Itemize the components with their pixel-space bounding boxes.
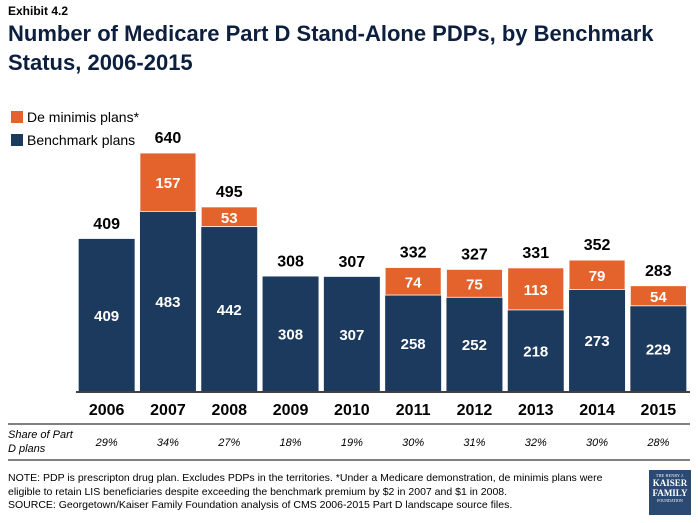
total-label: 409 <box>93 216 120 233</box>
x-tick-label: 2014 <box>579 402 615 419</box>
share-value: 31% <box>463 437 485 449</box>
share-value: 30% <box>586 437 608 449</box>
bar-benchmark <box>507 309 564 391</box>
value-label-deminimis: 54 <box>650 289 667 306</box>
total-label: 308 <box>277 253 304 270</box>
x-tick-label: 2011 <box>396 402 431 419</box>
bar-benchmark <box>78 238 135 391</box>
value-label-benchmark: 409 <box>94 308 119 325</box>
share-value: 19% <box>341 437 363 449</box>
source-text: SOURCE: Georgetown/Kaiser Family Foundat… <box>8 499 513 511</box>
share-value: 30% <box>402 437 424 449</box>
value-label-benchmark: 258 <box>401 336 426 353</box>
total-label: 283 <box>645 263 672 280</box>
total-label: 640 <box>155 130 182 147</box>
value-label-deminimis: 113 <box>524 282 548 299</box>
value-label-deminimis: 74 <box>405 274 422 291</box>
value-label-deminimis: 53 <box>221 210 238 227</box>
legend-swatch-deminimis <box>11 111 23 123</box>
logo-line4: FOUNDATION <box>657 498 683 503</box>
total-label: 495 <box>216 184 243 201</box>
legend-label-benchmark: Benchmark plans <box>27 132 135 148</box>
value-label-benchmark: 442 <box>217 302 242 319</box>
bar-benchmark <box>569 289 626 391</box>
value-label-benchmark: 307 <box>339 327 364 344</box>
bar-deminimis <box>629 285 687 307</box>
total-label: 327 <box>461 246 488 263</box>
logo-line3: FAMILY <box>652 488 688 498</box>
bar-deminimis <box>446 268 503 298</box>
bar-deminimis <box>568 259 626 290</box>
x-tick-label: 2009 <box>273 402 309 419</box>
x-tick-label: 2010 <box>334 402 370 419</box>
logo-line1: THE HENRY J. <box>655 473 685 478</box>
value-label-deminimis: 79 <box>589 268 606 285</box>
bar-benchmark <box>630 305 687 391</box>
bar-benchmark <box>139 211 196 391</box>
x-tick-label: 2013 <box>518 402 554 419</box>
share-value: 34% <box>157 437 179 449</box>
bar-deminimis <box>139 152 197 212</box>
value-label-deminimis: 157 <box>155 175 180 192</box>
share-value: 18% <box>280 437 302 449</box>
bar-benchmark <box>262 276 319 391</box>
kff-logo: THE HENRY J. KAISER FAMILY FOUNDATION <box>649 470 691 515</box>
bar-benchmark <box>385 295 442 391</box>
share-value: 27% <box>217 437 240 449</box>
total-label: 331 <box>522 245 549 262</box>
share-value: 29% <box>95 437 118 449</box>
bar-benchmark <box>446 297 503 391</box>
x-tick-label: 2006 <box>89 402 125 419</box>
legend-swatch-benchmark <box>11 134 23 146</box>
chart-canvas: De minimis plans* Benchmark plans 409 409 20… <box>8 109 690 461</box>
share-row-label: Share of Part D plans <box>8 429 73 455</box>
chart-title: Number of Medicare Part D Stand-Alone PD… <box>8 21 654 75</box>
exhibit-label: Exhibit 4.2 <box>8 4 69 18</box>
bar-deminimis <box>200 206 258 228</box>
footnote: NOTE: PDP is prescripton drug plan. Excl… <box>8 472 628 513</box>
value-label-benchmark: 273 <box>585 333 610 350</box>
total-label: 352 <box>584 237 611 254</box>
x-tick-label: 2015 <box>641 402 677 419</box>
value-label-benchmark: 218 <box>523 343 548 360</box>
note-text: NOTE: PDP is prescripton drug plan. Excl… <box>8 472 603 498</box>
legend-label-deminimis: De minimis plans* <box>27 109 140 125</box>
value-label-benchmark: 229 <box>646 341 671 358</box>
total-label: 307 <box>338 254 365 271</box>
total-label: 332 <box>400 245 427 262</box>
value-label-benchmark: 483 <box>155 294 180 311</box>
value-label-benchmark: 252 <box>462 337 487 354</box>
bar-benchmark <box>323 276 380 391</box>
x-tick-label: 2008 <box>211 402 247 419</box>
share-value: 32% <box>525 437 547 449</box>
x-tick-label: 2012 <box>457 402 493 419</box>
x-tick-label: 2007 <box>150 402 186 419</box>
value-label-benchmark: 308 <box>278 327 303 344</box>
share-value: 28% <box>646 437 669 449</box>
bar-benchmark <box>201 226 258 391</box>
bar-deminimis <box>507 267 565 311</box>
bar-deminimis <box>384 267 442 296</box>
logo-line2: KAISER <box>652 478 688 488</box>
value-label-deminimis: 75 <box>466 276 483 293</box>
